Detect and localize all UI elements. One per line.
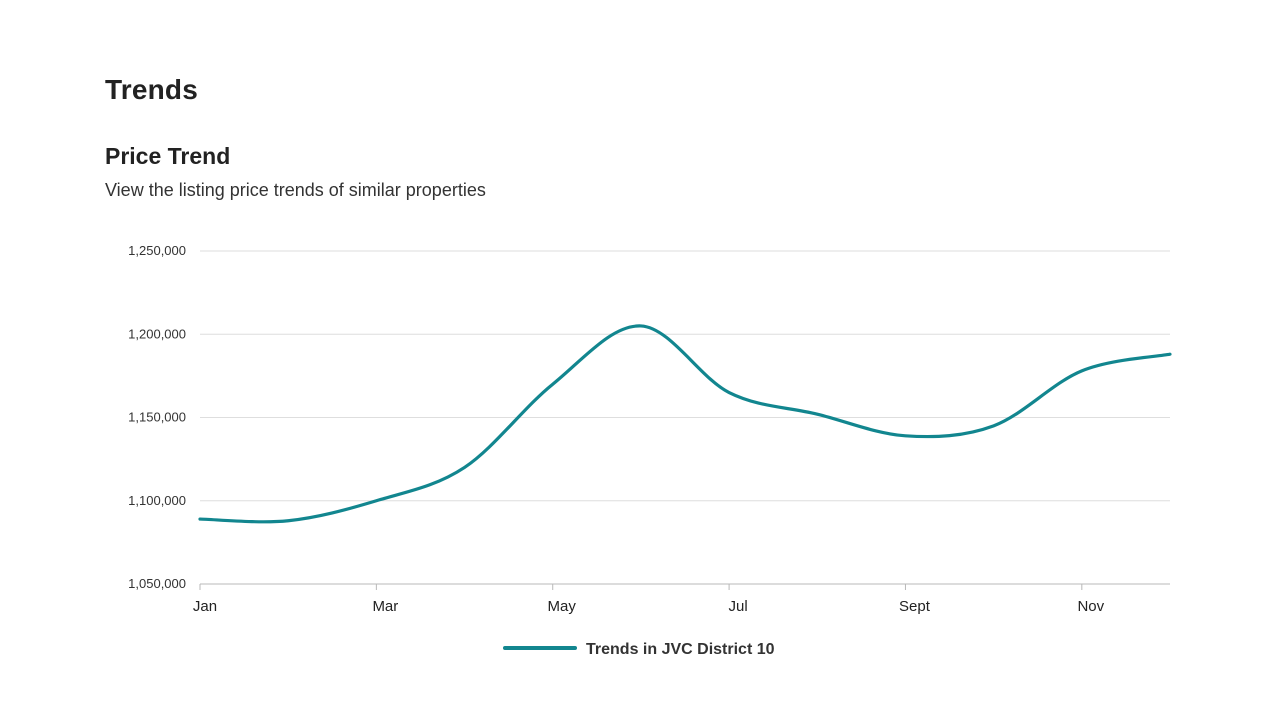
section-title: Trends [105, 74, 199, 105]
data-point[interactable] [991, 423, 997, 429]
data-point[interactable] [550, 381, 556, 387]
data-point[interactable] [902, 433, 908, 439]
data-point[interactable] [462, 464, 468, 470]
data-point[interactable] [285, 518, 291, 524]
x-tick-label: Jan [193, 598, 217, 615]
series-layer [197, 323, 1173, 524]
y-tick-label: 1,150,000 [128, 410, 186, 425]
chart-subtitle: View the listing price trends of similar… [105, 180, 486, 200]
x-tick-label: Jul [728, 598, 747, 615]
y-axis: 1,050,000 1,100,000 1,150,000 1,200,000 1,25… [128, 243, 186, 591]
legend-label[interactable]: Trends in JVC District 10 [586, 641, 775, 658]
data-point[interactable] [814, 411, 820, 417]
x-tick-label: Sept [899, 598, 931, 615]
chart-title: Price Trend [105, 143, 231, 169]
x-tick-label: Nov [1077, 598, 1104, 615]
x-tick-label: Mar [372, 598, 398, 615]
data-point[interactable] [197, 516, 203, 522]
legend[interactable]: Trends in JVC District 10 [503, 641, 775, 658]
data-point[interactable] [373, 498, 379, 504]
y-tick-label: 1,200,000 [128, 326, 186, 341]
data-point[interactable] [1079, 368, 1085, 374]
series-line[interactable] [198, 324, 1172, 524]
x-axis: Jan Mar May Jul Sept Nov [193, 584, 1105, 615]
y-tick-label: 1,100,000 [128, 493, 186, 508]
data-point[interactable] [638, 323, 644, 329]
grid-layer [200, 250, 1170, 585]
data-point[interactable] [726, 390, 732, 396]
data-point[interactable] [1167, 351, 1173, 357]
y-tick-label: 1,250,000 [128, 243, 186, 258]
y-tick-label: 1,050,000 [128, 576, 186, 591]
x-tick-label: May [548, 598, 577, 615]
